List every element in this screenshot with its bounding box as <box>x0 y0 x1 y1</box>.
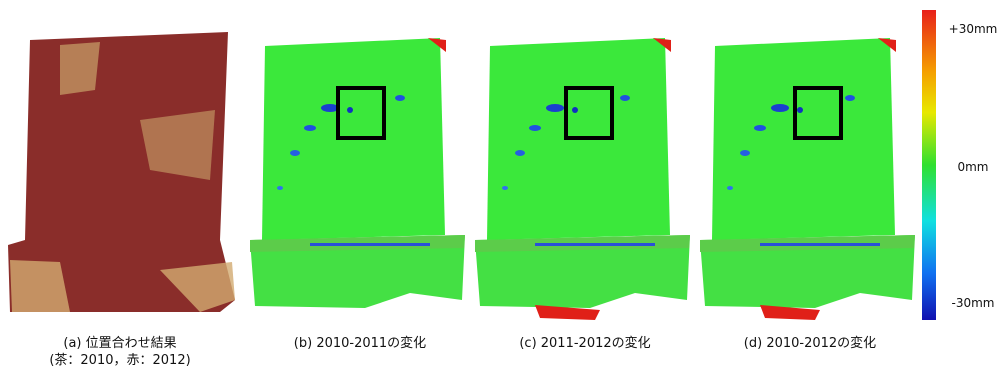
figure: (a) 位置合わせ結果 (茶：2010，赤：2012) (b) 2010-201… <box>0 0 1001 378</box>
caption: (b) 2010-2011の変化 <box>270 335 450 352</box>
figure-art <box>0 0 1001 378</box>
caption: (c) 2011-2012の変化 <box>495 335 675 352</box>
change-map <box>250 38 465 308</box>
caption: (a) 位置合わせ結果 (茶：2010，赤：2012) <box>40 335 200 369</box>
caption-line: (a) 位置合わせ結果 <box>40 335 200 352</box>
change-map <box>700 38 915 308</box>
colorbar-label: -30mm <box>945 296 1001 310</box>
caption: (d) 2010-2012の変化 <box>720 335 900 352</box>
change-map <box>475 38 690 308</box>
colorbar-label: +30mm <box>945 22 1001 36</box>
caption-line: (茶：2010，赤：2012) <box>40 352 200 369</box>
colorbar <box>922 10 936 320</box>
colorbar-label: 0mm <box>945 160 1001 174</box>
